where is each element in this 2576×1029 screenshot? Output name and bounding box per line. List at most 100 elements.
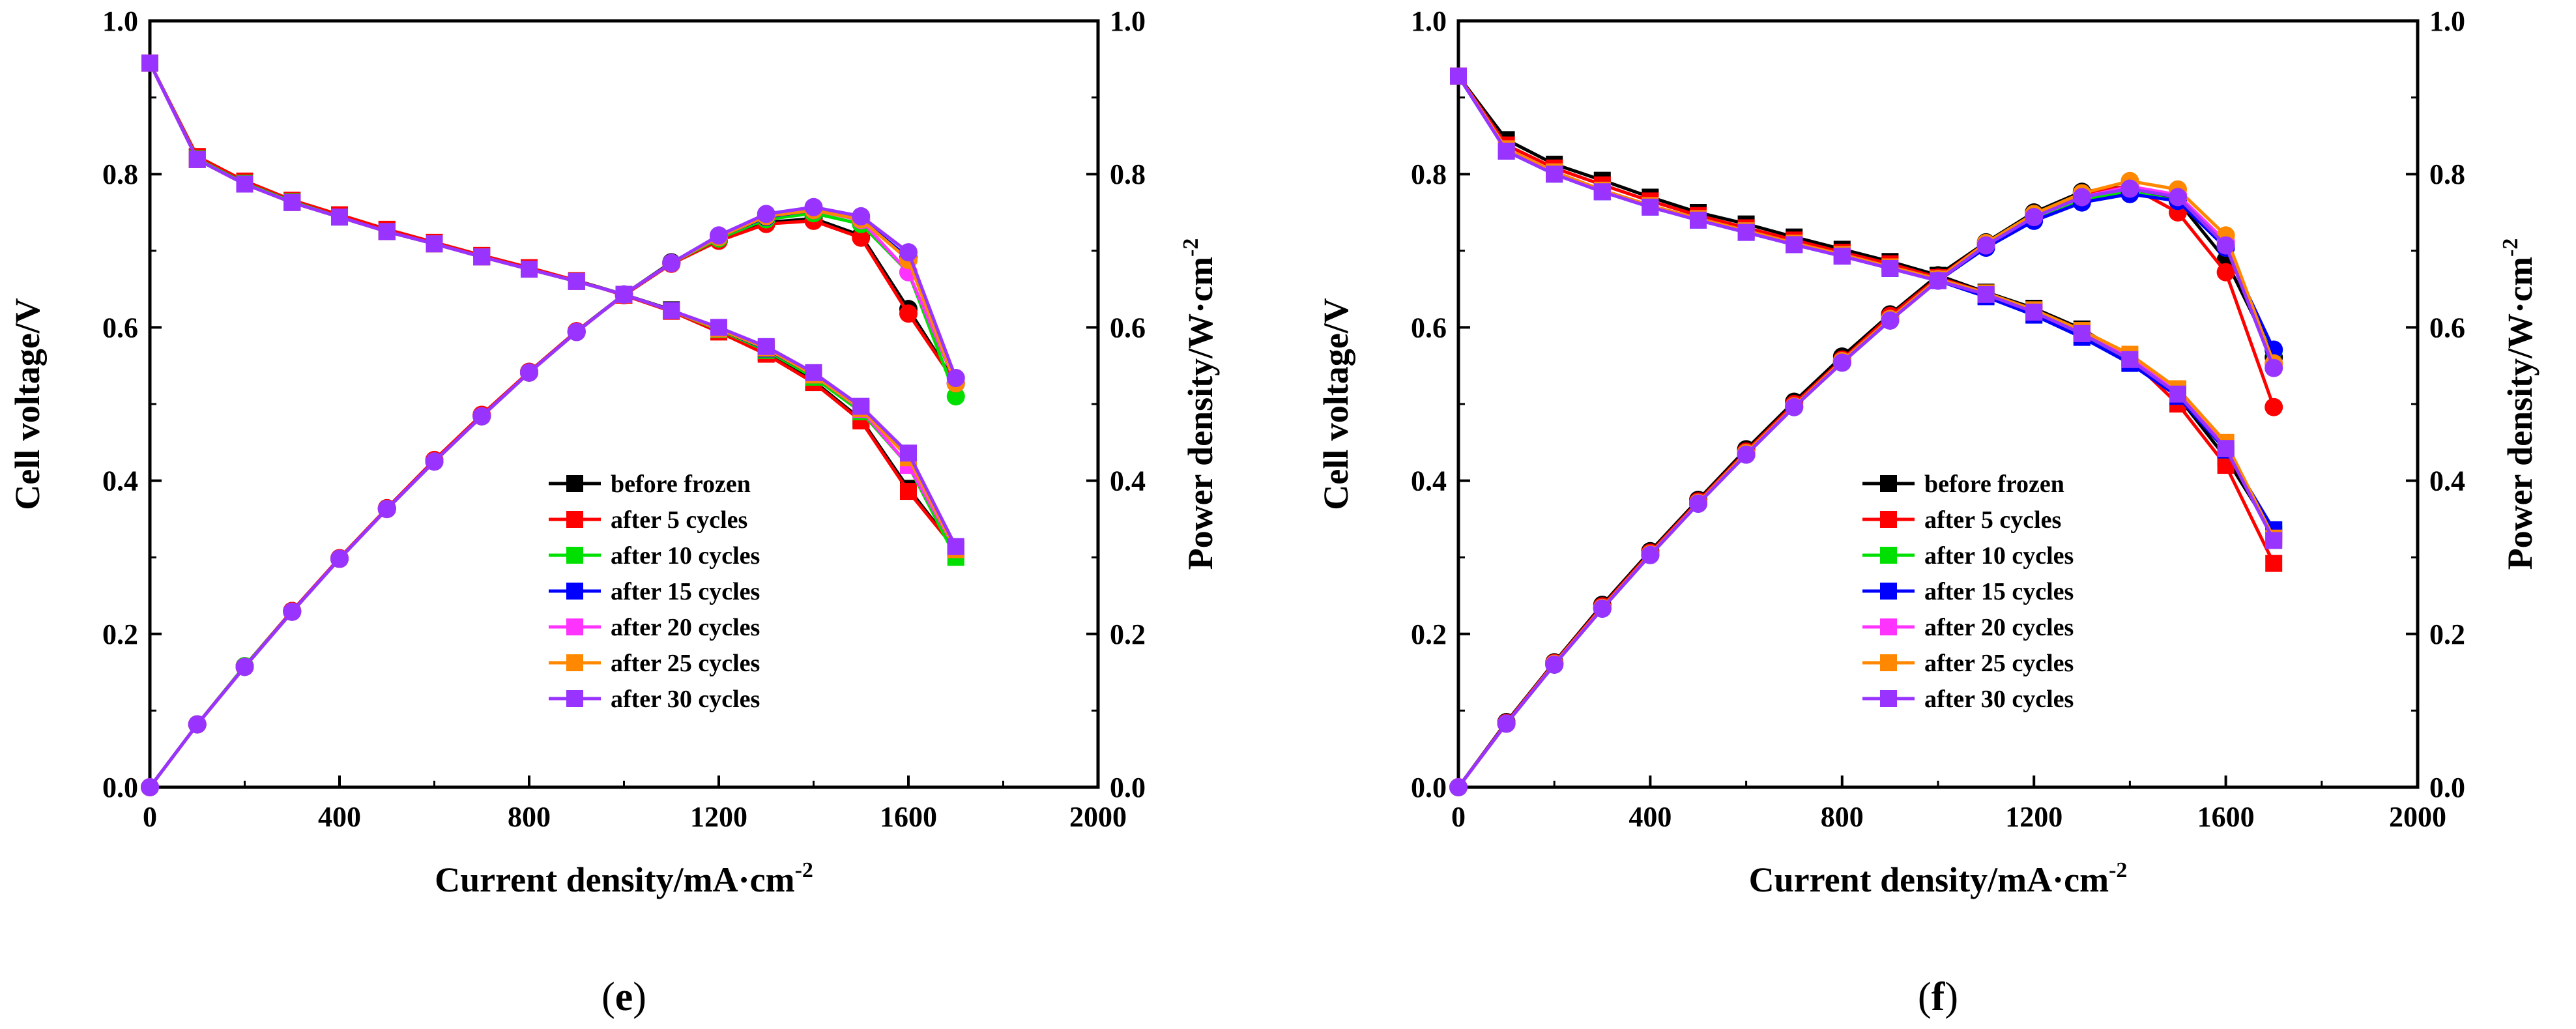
y-left-tick-label: 0.2 — [102, 618, 138, 650]
legend-marker — [1880, 690, 1897, 707]
x-tick-label: 2000 — [1069, 801, 1127, 833]
legend-label: after 5 cycles — [611, 506, 747, 534]
power-point — [567, 323, 586, 341]
power-point — [899, 243, 918, 262]
power-point — [1689, 494, 1707, 513]
voltage-point — [947, 538, 964, 555]
power-point — [235, 658, 254, 676]
y-right-tick-label: 0.8 — [2429, 158, 2465, 190]
panel-label-open: ( — [1918, 975, 1932, 1019]
legend-label: after 20 cycles — [1924, 614, 2074, 641]
voltage-point — [2217, 440, 2235, 457]
voltage-point — [331, 209, 348, 226]
voltage-point — [710, 319, 727, 336]
legend-label: after 25 cycles — [611, 650, 760, 677]
voltage-point — [473, 248, 491, 266]
x-tick-label: 1600 — [880, 801, 937, 833]
power-point — [2216, 263, 2235, 282]
voltage-point — [2169, 385, 2186, 403]
power-point — [757, 205, 775, 224]
power-point — [330, 549, 349, 568]
legend-label: after 30 cycles — [1924, 686, 2074, 713]
power-point — [1832, 353, 1851, 372]
legend-marker — [566, 654, 583, 671]
power-point — [1929, 271, 1947, 290]
y-right-axis-title-superscript: -2 — [1179, 239, 1203, 257]
voltage-point — [2265, 555, 2283, 572]
panel-label-letter: f — [1932, 975, 1946, 1019]
x-axis-title: Current density/mA·cm-2 — [1749, 858, 2128, 899]
power-point — [188, 715, 207, 734]
voltage-point — [852, 398, 870, 415]
x-tick-label: 0 — [1451, 801, 1466, 833]
x-tick-label: 400 — [1628, 801, 1672, 833]
power-point — [1881, 311, 1900, 330]
y-right-tick-label: 0.0 — [1110, 772, 1146, 804]
x-tick-label: 0 — [143, 801, 157, 833]
x-axis-title-text: Current density/mA·cm — [435, 860, 794, 899]
power-point — [377, 500, 396, 519]
voltage-point — [2073, 325, 2091, 342]
y-left-tick-label: 0.4 — [1411, 465, 1447, 497]
x-axis-title-superscript: -2 — [795, 858, 813, 882]
y-right-axis-title-text: Power density/W·cm — [1181, 257, 1220, 570]
power-point — [946, 369, 965, 388]
legend-marker — [1880, 583, 1897, 600]
y-right-tick-label: 0.4 — [2429, 465, 2465, 497]
y-right-tick-label: 1.0 — [1110, 5, 1146, 37]
voltage-point — [805, 364, 822, 381]
voltage-point — [1977, 285, 1995, 303]
panel-label-close: ) — [633, 975, 646, 1019]
legend-label: before frozen — [611, 471, 751, 498]
y-right-axis-title: Power density/W·cm-2 — [2498, 239, 2540, 570]
y-left-tick-label: 0.2 — [1411, 618, 1447, 650]
legend-marker — [1880, 475, 1897, 492]
voltage-point — [1642, 198, 1659, 216]
voltage-point — [1593, 183, 1611, 201]
voltage-point — [378, 223, 396, 240]
voltage-point — [426, 235, 443, 253]
voltage-point — [1833, 248, 1851, 265]
panel-label: (f) — [1918, 975, 1958, 1019]
power-point — [1449, 778, 1468, 796]
power-point — [615, 285, 633, 304]
power-point — [710, 226, 728, 245]
power-point — [804, 197, 823, 216]
voltage-point — [2265, 532, 2283, 549]
power-point — [2265, 358, 2283, 377]
power-point — [662, 254, 681, 272]
power-point — [2216, 236, 2235, 255]
power-point — [852, 207, 871, 225]
power-point — [2169, 188, 2187, 207]
x-axis-title-superscript: -2 — [2109, 858, 2127, 882]
legend-marker — [1880, 547, 1897, 564]
voltage-point — [283, 194, 301, 211]
legend-label: before frozen — [1924, 471, 2064, 498]
y-left-tick-label: 0.0 — [102, 772, 138, 804]
legend-label: after 10 cycles — [1924, 542, 2074, 570]
legend: before frozen after 5 cycles after 10 cycl… — [1862, 471, 2074, 713]
legend-marker — [1880, 654, 1897, 671]
y-left-axis-title: Cell voltage/V — [8, 298, 47, 510]
voltage-point — [1498, 142, 1515, 160]
legend-label: after 30 cycles — [611, 686, 760, 713]
x-tick-label: 2000 — [2389, 801, 2446, 833]
y-right-axis-title-superscript: -2 — [2498, 239, 2523, 257]
y-left-tick-label: 0.6 — [1411, 312, 1447, 343]
y-right-tick-label: 0.6 — [1110, 312, 1146, 343]
y-right-axis-title: Power density/W·cm-2 — [1179, 239, 1220, 570]
voltage-point — [1690, 211, 1707, 229]
voltage-point — [1450, 67, 1467, 85]
voltage-point — [188, 151, 206, 168]
x-tick-label: 800 — [508, 801, 551, 833]
x-tick-label: 800 — [1821, 801, 1864, 833]
power-point — [1976, 236, 1995, 255]
power-point — [1641, 545, 1660, 564]
x-axis-title: Current density/mA·cm-2 — [435, 858, 813, 899]
voltage-point — [2121, 351, 2139, 368]
voltage-point — [521, 261, 538, 278]
voltage-point — [2025, 303, 2043, 321]
panel-label-open: ( — [601, 975, 615, 1019]
y-left-tick-label: 0.6 — [102, 312, 138, 343]
